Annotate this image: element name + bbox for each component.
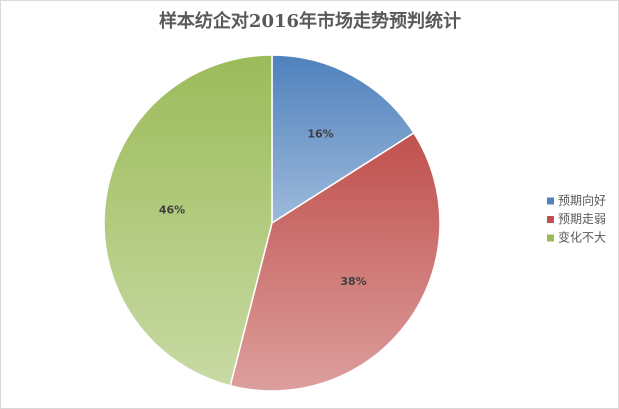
legend-swatch xyxy=(547,234,554,242)
pie-slice xyxy=(103,54,273,387)
legend-swatch xyxy=(547,216,554,223)
chart-title: 样本纺企对2016年市场走势预判统计 xyxy=(159,10,461,32)
data-label: 38% xyxy=(340,275,366,288)
legend-label: 变化不大 xyxy=(558,230,606,245)
data-label: 46% xyxy=(159,203,185,216)
pie-slice xyxy=(229,131,441,392)
pie-slice xyxy=(271,54,415,225)
data-label: 16% xyxy=(307,128,333,141)
legend-swatch xyxy=(547,197,554,205)
legend-label: 预期走弱 xyxy=(558,212,606,226)
legend-label: 预期向好 xyxy=(558,193,606,208)
